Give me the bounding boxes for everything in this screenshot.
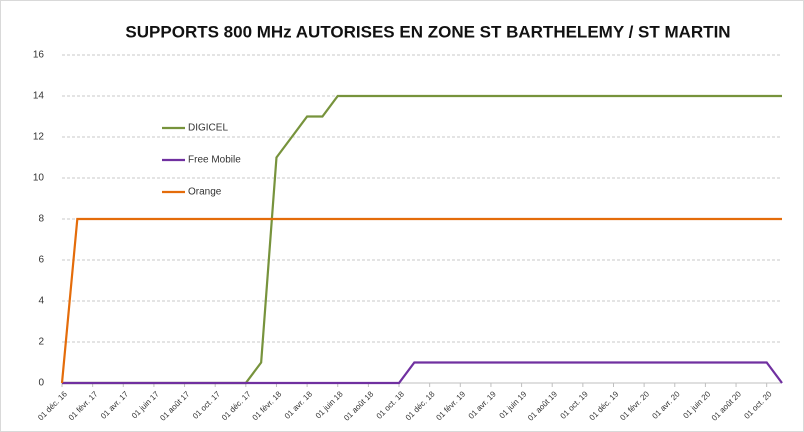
y-tick-label: 0 [38, 378, 44, 389]
series-line [62, 361, 783, 385]
y-tick-label: 16 [33, 50, 45, 61]
y-tick-label: 8 [38, 214, 44, 225]
legend-label: Free Mobile [188, 155, 241, 166]
y-tick-label: 10 [33, 173, 45, 184]
y-tick-label: 14 [33, 91, 45, 102]
y-tick-label: 12 [33, 132, 45, 143]
legend-label: Orange [188, 187, 222, 198]
series-line [60, 217, 782, 384]
y-tick-label: 4 [38, 296, 44, 307]
chart-title: SUPPORTS 800 MHz AUTORISES EN ZONE ST BA… [125, 22, 730, 41]
legend-label: DIGICEL [188, 123, 228, 134]
y-tick-label: 6 [38, 255, 44, 266]
y-tick-label: 2 [38, 337, 44, 348]
